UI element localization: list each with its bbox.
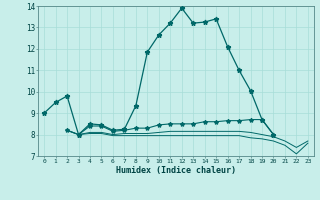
X-axis label: Humidex (Indice chaleur): Humidex (Indice chaleur): [116, 166, 236, 175]
